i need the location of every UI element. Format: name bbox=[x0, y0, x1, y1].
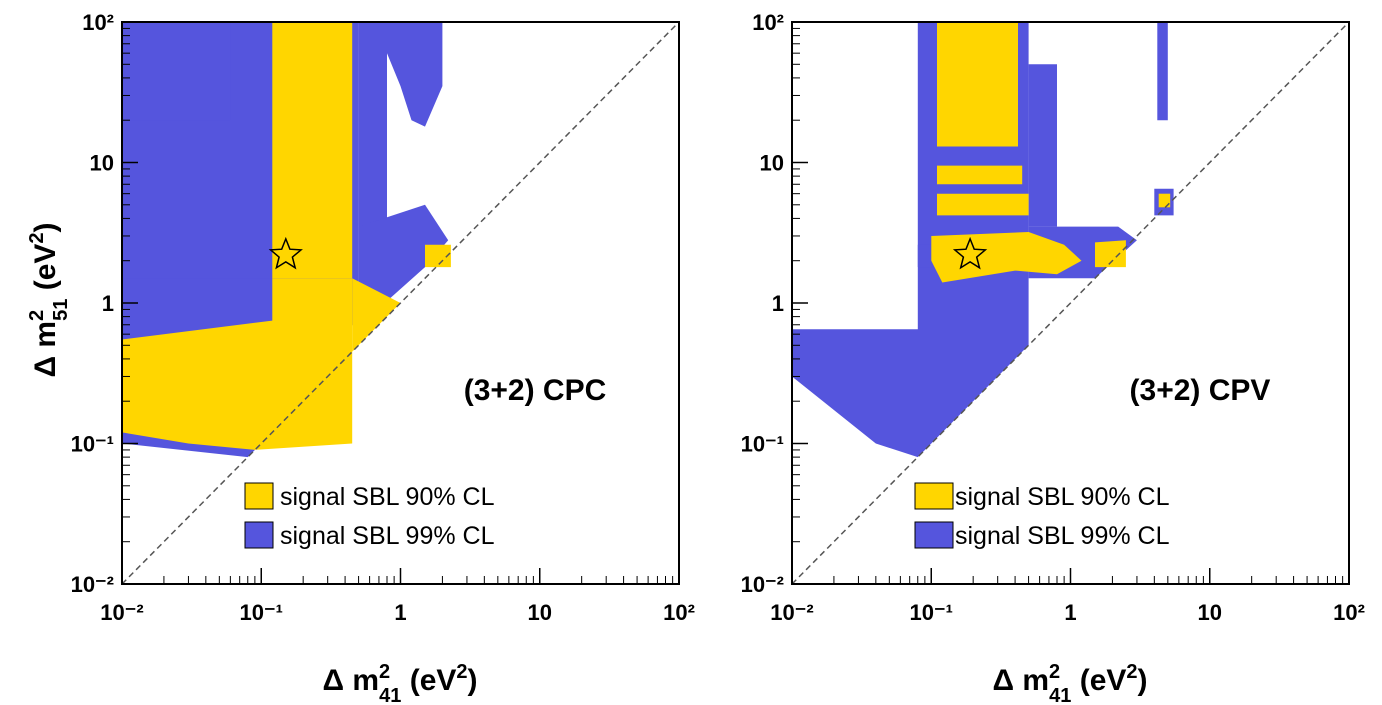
x-tick-label-right: 10 bbox=[1198, 600, 1222, 625]
annotation-cpc: (3+2) CPC bbox=[464, 374, 607, 407]
y-tick-label-right: 10 bbox=[760, 151, 784, 176]
y-axis-title-cpc: Δ m2 51 (eV2) bbox=[26, 222, 72, 377]
legend-cpv: signal SBL 90% CL signal SBL 99% CL bbox=[914, 482, 1170, 550]
y-tick-label-left: 10² bbox=[82, 10, 114, 35]
cl99-region-left-1 bbox=[122, 22, 231, 121]
y-tick-label-left: 10⁻¹ bbox=[71, 432, 114, 457]
legend-swatch-90-cpv bbox=[914, 482, 954, 510]
x-tick-label-left: 10 bbox=[528, 600, 552, 625]
cl90-region-right-4 bbox=[1095, 240, 1126, 268]
y-tick-label-left: 10⁻² bbox=[71, 572, 114, 597]
y-tick-label-right: 1 bbox=[772, 291, 784, 316]
annotation-cpv: (3+2) CPV bbox=[1130, 374, 1271, 407]
x-tick-label-right: 10² bbox=[1333, 600, 1365, 625]
legend-label-90-cpc: signal SBL 90% CL bbox=[280, 483, 495, 511]
x-tick-label-left: 10⁻² bbox=[100, 600, 143, 625]
legend-label-99-cpc: signal SBL 99% CL bbox=[280, 522, 495, 550]
y-tick-label-right: 10⁻¹ bbox=[741, 432, 784, 457]
legend-label-90-cpv: signal SBL 90% CL bbox=[955, 483, 1170, 511]
x-axis-title-cpv: Δ m2 41 (eV2) bbox=[992, 661, 1147, 705]
cl99-region-right-2 bbox=[1028, 64, 1057, 227]
y-tick-label-left: 10 bbox=[90, 151, 114, 176]
cl90-region-right-0 bbox=[937, 22, 1018, 147]
best-fit-star-icon-cpv bbox=[952, 236, 988, 270]
x-tick-label-right: 10⁻² bbox=[770, 600, 813, 625]
y-tick-label-right: 10⁻² bbox=[741, 572, 784, 597]
ticks-cpc: 10⁻² 10⁻² 10⁻¹ 10⁻¹ 1 1 10 10 10² 10² bbox=[71, 10, 695, 625]
y-tick-label-right: 10² bbox=[752, 10, 784, 35]
cl99-region-right-1 bbox=[792, 303, 1029, 458]
cl90-region-right-5 bbox=[1158, 193, 1171, 208]
panel-cpv: 10⁻² 10⁻² 10⁻¹ 10⁻¹ 1 1 10 10 10² 10² (3+2) CPV s… bbox=[741, 10, 1365, 705]
cl99-region-left-5 bbox=[358, 204, 449, 317]
panel-cpc: 10⁻² 10⁻² 10⁻¹ 10⁻¹ 1 1 10 10 10² 10² (3+2) CPC s… bbox=[26, 10, 695, 705]
x-axis-title-cpc: Δ m2 41 (eV2) bbox=[322, 661, 477, 705]
cl99-region-right-4 bbox=[1157, 22, 1168, 121]
legend-swatch-90-cpc bbox=[244, 482, 274, 510]
diagonal-line-cpc bbox=[121, 21, 680, 585]
legend-swatch-99-cpv bbox=[914, 521, 954, 549]
cl90-region-right-2 bbox=[937, 193, 1029, 216]
cl90-region-left-3 bbox=[425, 244, 451, 268]
diagonal-line-cpv bbox=[791, 21, 1350, 585]
cl99-region-left-3 bbox=[358, 22, 387, 227]
x-tick-label-left: 10² bbox=[663, 600, 695, 625]
legend-cpc: signal SBL 90% CL signal SBL 99% CL bbox=[244, 482, 495, 550]
legend-swatch-99-cpc bbox=[244, 521, 274, 549]
y-tick-label-left: 1 bbox=[102, 291, 114, 316]
cl90-regions-cpc bbox=[122, 22, 451, 450]
ticks-cpv: 10⁻² 10⁻² 10⁻¹ 10⁻¹ 1 1 10 10 10² 10² bbox=[741, 10, 1365, 625]
cl99-region-left-2 bbox=[122, 278, 273, 303]
cl90-region-left-0 bbox=[272, 22, 353, 279]
cl90-region-left-1 bbox=[122, 278, 353, 450]
cl90-region-right-1 bbox=[937, 165, 1023, 185]
x-tick-label-right: 1 bbox=[1064, 600, 1076, 625]
best-fit-star-icon-cpc bbox=[268, 236, 303, 270]
cl99-region-left-6 bbox=[387, 22, 443, 127]
x-tick-label-left: 1 bbox=[394, 600, 406, 625]
x-tick-label-right: 10⁻¹ bbox=[910, 600, 953, 625]
legend-label-99-cpv: signal SBL 99% CL bbox=[955, 522, 1170, 550]
x-tick-label-left: 10⁻¹ bbox=[240, 600, 283, 625]
